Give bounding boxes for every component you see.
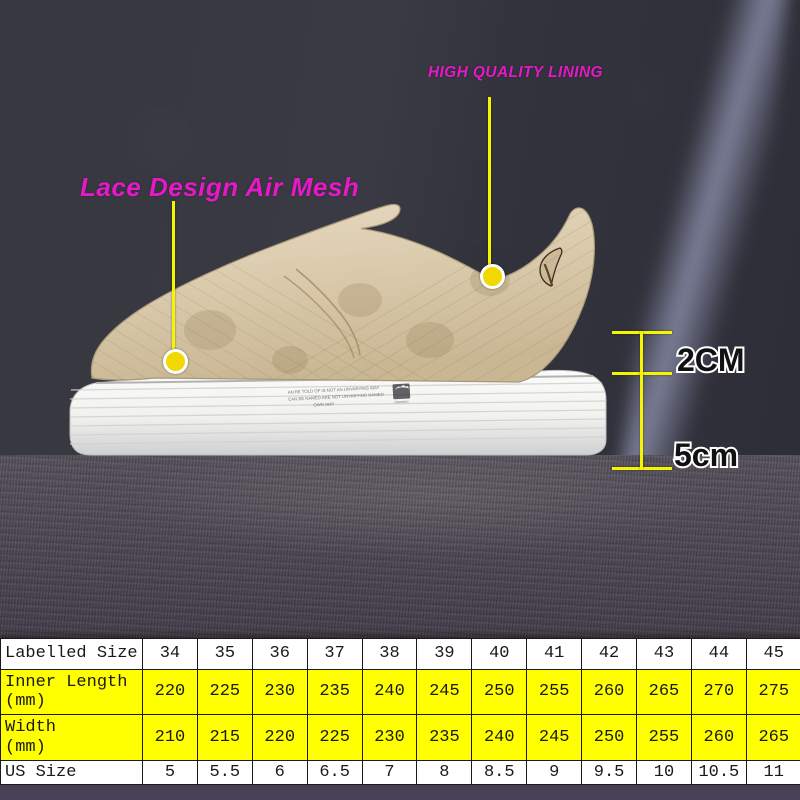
svg-text:chaoxiezi: chaoxiezi — [394, 399, 409, 404]
